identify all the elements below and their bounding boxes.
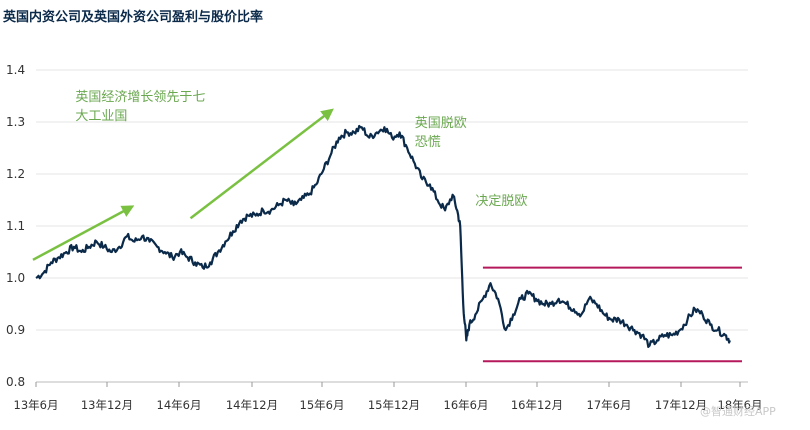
y-tick-label: 1.3 bbox=[6, 115, 25, 129]
y-tick-label: 1.1 bbox=[6, 219, 25, 233]
x-tick-label: 15年12月 bbox=[368, 398, 420, 412]
annotation-text: 决定脱欧 bbox=[475, 194, 527, 209]
gridlines bbox=[36, 69, 748, 383]
x-tick-label: 13年6月 bbox=[14, 398, 59, 412]
annotation-text: 英国脱欧 bbox=[415, 116, 467, 131]
x-tick-label: 17年12月 bbox=[655, 398, 707, 412]
watermark: @智通财经APP bbox=[700, 404, 776, 418]
y-tick-label: 0.9 bbox=[6, 323, 25, 337]
x-tick-label: 16年12月 bbox=[511, 398, 563, 412]
chart-title: 英国内资公司及英国外资公司盈利与股价比率 bbox=[2, 9, 263, 25]
x-tick-label: 18年6月 bbox=[718, 398, 763, 412]
x-tick-label: 13年12月 bbox=[81, 398, 133, 412]
series-line bbox=[35, 124, 731, 348]
y-tick-label: 0.8 bbox=[6, 375, 25, 389]
reference-lines bbox=[482, 266, 742, 363]
series bbox=[35, 124, 731, 348]
y-tick-label: 1.0 bbox=[6, 271, 25, 285]
x-tick-label: 15年6月 bbox=[300, 398, 345, 412]
x-tick-label: 17年6月 bbox=[587, 398, 632, 412]
trend-arrows bbox=[32, 108, 334, 261]
annotation-text: 大工业国 bbox=[75, 109, 127, 124]
trend-arrow bbox=[189, 108, 334, 220]
x-axis: 13年6月 13年12月 14年6月 14年12月 15年6月 15年12月 16年6月 16… bbox=[14, 382, 763, 412]
annotation-text: 英国经济增长领先于七 bbox=[75, 90, 205, 105]
x-tick-label: 16年6月 bbox=[444, 398, 489, 412]
x-tick-label: 14年6月 bbox=[157, 398, 202, 412]
y-tick-label: 1.2 bbox=[6, 167, 25, 181]
y-axis: 0.8 0.9 1.0 1.1 1.2 1.3 1.4 bbox=[6, 63, 25, 389]
x-tick-label: 14年12月 bbox=[226, 398, 278, 412]
y-tick-label: 1.4 bbox=[6, 63, 25, 77]
annotation-text: 恐慌 bbox=[415, 135, 441, 150]
trend-arrow bbox=[32, 205, 135, 261]
